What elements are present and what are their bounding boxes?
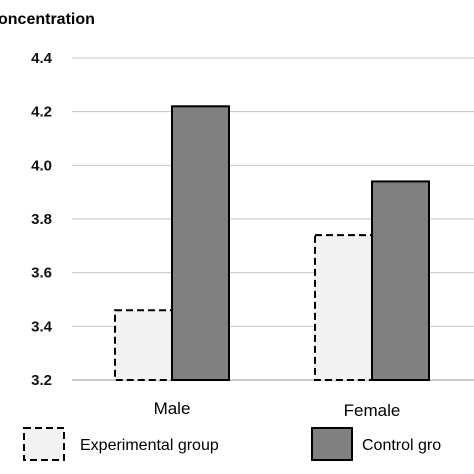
legend: Experimental group Control gro (23, 427, 441, 461)
bar-control (371, 180, 430, 381)
legend-swatch (311, 427, 353, 461)
y-tick-label: 3.4 (31, 318, 53, 335)
y-tick-label: 4.4 (31, 50, 53, 67)
category-labels: Male Female (154, 399, 401, 420)
bar-experimental (114, 309, 173, 382)
category-label: Male (154, 399, 191, 418)
y-tick-label: 3.6 (31, 265, 52, 282)
y-tick-label: 4.2 (31, 104, 52, 121)
category-label: Female (344, 401, 401, 420)
legend-label: Control gro (362, 437, 441, 454)
bar-experimental (314, 234, 373, 381)
bars (114, 105, 430, 382)
y-tick-label: 3.2 (31, 372, 52, 389)
y-tick-label: 3.8 (31, 211, 52, 228)
legend-swatch (23, 427, 65, 461)
y-axis-label: oncentration (0, 11, 95, 28)
bar-control (171, 105, 230, 382)
legend-label: Experimental group (80, 437, 219, 454)
y-tick-labels: 3.2 3.4 3.6 3.8 4.0 4.2 4.4 (31, 50, 53, 389)
y-tick-label: 4.0 (31, 157, 52, 174)
